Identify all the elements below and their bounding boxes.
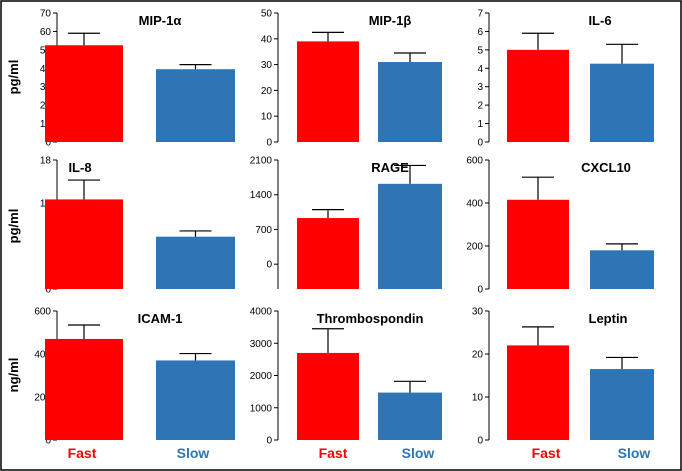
y-tick-label: 2000 <box>250 371 273 382</box>
panel-title: Thrombospondin <box>317 311 424 326</box>
y-tick-label: 0 <box>45 138 51 149</box>
bar-fast <box>45 45 123 142</box>
y-axis-label: pg/ml <box>6 60 21 95</box>
bar-slow <box>156 69 235 142</box>
bar-slow <box>590 63 654 142</box>
y-tick-label: 10 <box>472 393 484 404</box>
bar-fast <box>297 352 359 440</box>
y-tick-label: 50 <box>261 9 273 20</box>
y-tick-label: 2 <box>477 101 483 112</box>
y-tick-label: 200 <box>466 242 483 253</box>
x-label-fast-col2: Fast <box>319 445 348 461</box>
bar-fast <box>507 199 569 289</box>
bar-fast <box>45 199 123 289</box>
y-tick-label: 4 <box>477 64 483 75</box>
bar-slow <box>590 369 654 440</box>
panel-title: IL-8 <box>68 160 91 175</box>
y-tick-label: 200 <box>34 393 51 404</box>
y-tick-label: 1000 <box>250 403 273 414</box>
y-tick-label: 600 <box>466 156 483 167</box>
y-tick-label: 40 <box>261 34 273 45</box>
y-tick-label: 0 <box>266 260 272 271</box>
y-tick-label: 10 <box>261 112 273 123</box>
y-tick-label: 700 <box>255 225 272 236</box>
panel-title: ICAM-1 <box>138 311 183 326</box>
bar-fast <box>507 345 569 440</box>
bar-fast <box>297 41 359 142</box>
bar-fast <box>45 338 123 440</box>
panel-title: MIP-1β <box>369 13 412 28</box>
panel-title: IL-6 <box>588 13 611 28</box>
y-tick-label: 2100 <box>250 156 273 167</box>
y-tick-label: 3 <box>477 82 483 93</box>
x-label-fast-col3: Fast <box>532 445 561 461</box>
bar-slow <box>378 392 442 440</box>
panel-title: CXCL10 <box>581 160 631 175</box>
panel-2: 0 10 20 30 40 50 MIP-1β <box>261 9 442 149</box>
x-label-slow-col3: Slow <box>618 445 651 461</box>
panel-6: 0 200 400 600 CXCL10 <box>466 156 654 296</box>
y-tick-label: 600 <box>34 307 51 318</box>
y-tick-label: 30 <box>472 307 484 318</box>
bar-slow <box>590 250 654 289</box>
y-tick-label: 0 <box>266 138 272 149</box>
y-tick-label: 1 <box>477 119 483 130</box>
x-label-slow-col1: Slow <box>177 445 210 461</box>
y-tick-label: 0 <box>266 436 272 447</box>
panel-4: 061218IL-8pg/ml <box>6 156 235 296</box>
panel-8: 0 1000 2000 3000 4000 Thrombospondin <box>250 307 442 447</box>
y-tick-label: 0 <box>45 285 51 296</box>
bar-slow <box>378 62 442 142</box>
y-tick-label: 4000 <box>250 307 273 318</box>
panel-3: 0 1 2 3 4 5 6 7 IL-6 <box>477 9 654 149</box>
panel-title: Leptin <box>589 311 628 326</box>
panel-5: 0 700 1400 2100 RAGE <box>250 156 442 289</box>
y-tick-label: 0 <box>477 285 483 296</box>
y-tick-label: 18 <box>40 156 52 167</box>
y-tick-label: 0 <box>477 138 483 149</box>
panel-7: 0 200 400 600 ICAM-1 ng/ml <box>6 307 235 447</box>
y-tick-label: 1400 <box>250 190 273 201</box>
x-label-fast-col1: Fast <box>68 445 97 461</box>
y-tick-label: 60 <box>40 27 52 38</box>
y-tick-label: 3000 <box>250 339 273 350</box>
x-label-slow-col2: Slow <box>402 445 435 461</box>
y-tick-label: 6 <box>477 27 483 38</box>
y-tick-label: 70 <box>40 9 52 20</box>
panel-title: RAGE <box>371 160 409 175</box>
y-tick-label: 20 <box>261 86 273 97</box>
y-tick-label: 0 <box>45 436 51 447</box>
y-tick-label: 0 <box>477 436 483 447</box>
panel-9: 0 10 20 30 Leptin <box>472 307 654 447</box>
y-tick-label: 400 <box>34 350 51 361</box>
y-tick-label: 20 <box>472 350 484 361</box>
bar-slow <box>156 360 235 440</box>
bar-fast <box>297 218 359 289</box>
y-tick-label: 30 <box>261 60 273 71</box>
y-axis-label: pg/ml <box>6 209 21 244</box>
bar-fast <box>507 49 569 142</box>
panels: 010203040506070MIP-1αpg/ml01020304050MIP… <box>6 9 654 447</box>
bar-slow <box>378 183 442 289</box>
y-tick-label: 7 <box>477 9 483 20</box>
bar-slow <box>156 236 235 289</box>
y-tick-label: 400 <box>466 199 483 210</box>
panel-title: MIP-1α <box>139 13 182 28</box>
y-tick-label: 5 <box>477 45 483 56</box>
y-axis-label: ng/ml <box>6 358 21 393</box>
